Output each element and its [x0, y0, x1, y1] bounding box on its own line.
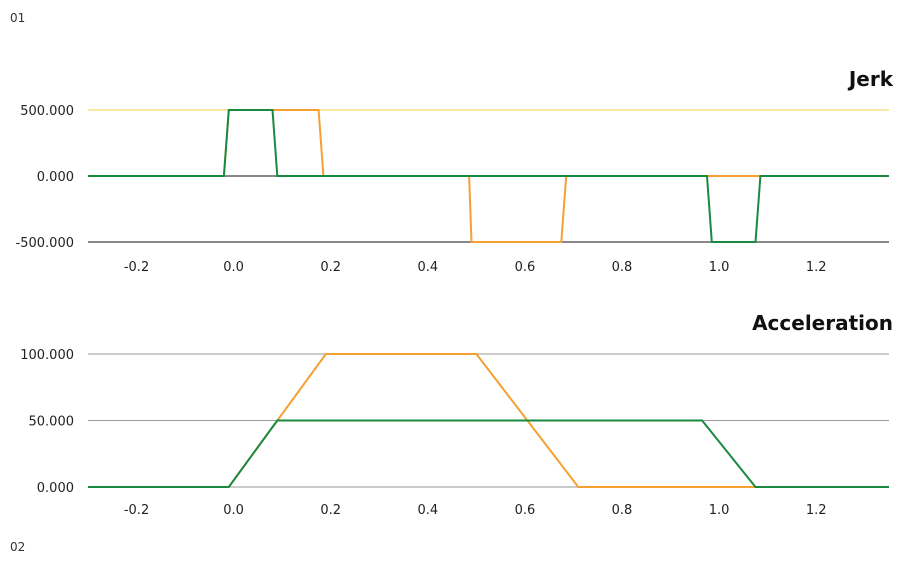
- x-tick-label: 0.4: [417, 503, 438, 518]
- x-tick-labels: -0.2 0.0 0.2 0.4 0.6 0.8 1.0 1.2: [124, 503, 827, 518]
- x-tick-label: 0.2: [320, 503, 341, 518]
- y-tick-label: 100.000: [20, 348, 74, 363]
- series-line-2: [88, 419, 889, 488]
- chart-title: Acceleration: [752, 311, 893, 335]
- x-tick-label: 0.0: [223, 260, 244, 275]
- x-tick-label: -0.2: [124, 260, 149, 275]
- y-tick-labels: 0.000 50.000 100.000: [20, 348, 74, 496]
- jerk-chart: Jerk -500.000 0.000 500.000 -0.2 0.0 0.2 0.4 0…: [16, 67, 894, 275]
- x-tick-label: 0.2: [320, 260, 341, 275]
- x-tick-label: -0.2: [124, 503, 149, 518]
- y-tick-label: 500.000: [20, 104, 74, 119]
- y-tick-label: -500.000: [16, 236, 74, 251]
- x-tick-label: 1.2: [806, 260, 827, 275]
- x-tick-label: 1.2: [806, 503, 827, 518]
- y-tick-label: 0.000: [37, 170, 74, 185]
- y-tick-label: 50.000: [29, 415, 75, 430]
- x-tick-label: 1.0: [709, 503, 730, 518]
- series-lines: [88, 109, 889, 243]
- x-tick-label: 0.8: [612, 503, 633, 518]
- x-tick-label: 0.0: [223, 503, 244, 518]
- y-tick-labels: -500.000 0.000 500.000: [16, 104, 74, 251]
- x-tick-label: 1.0: [709, 260, 730, 275]
- y-tick-label: 0.000: [37, 481, 74, 496]
- series-lines: [88, 353, 889, 488]
- x-tick-label: 0.4: [417, 260, 438, 275]
- chart-title: Jerk: [847, 67, 894, 91]
- figure-label-top: 01: [10, 11, 25, 25]
- series-line-2: [88, 109, 889, 243]
- x-tick-label: 0.6: [515, 503, 536, 518]
- figure-label-bottom: 02: [10, 540, 25, 554]
- x-tick-label: 0.6: [515, 260, 536, 275]
- x-tick-labels: -0.2 0.0 0.2 0.4 0.6 0.8 1.0 1.2: [124, 260, 827, 275]
- x-tick-label: 0.8: [612, 260, 633, 275]
